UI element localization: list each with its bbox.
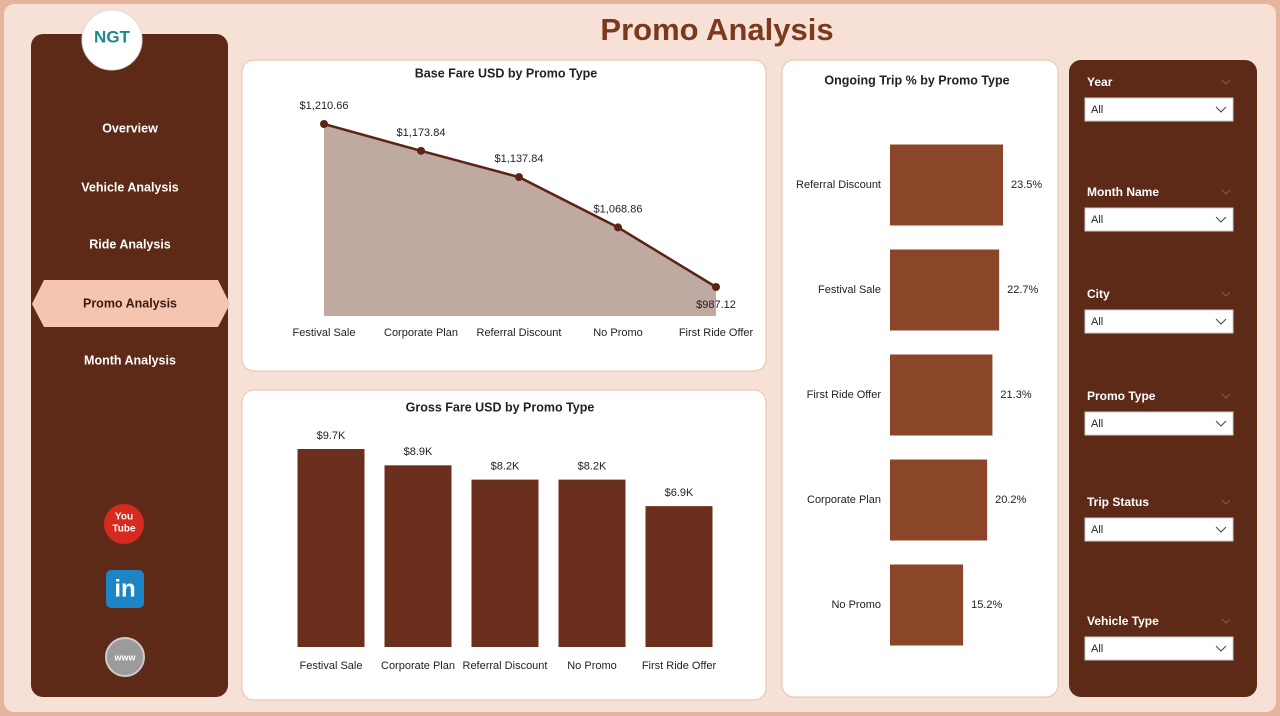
bar	[645, 506, 713, 647]
web-text: www	[113, 652, 136, 662]
youtube-text: Tube	[112, 524, 136, 535]
bar	[890, 564, 964, 646]
dropdown[interactable]	[1084, 636, 1234, 661]
dropdown-value: All	[1091, 214, 1103, 226]
x-tick-label: Referral Discount	[462, 660, 548, 672]
filter-label: Promo Type	[1087, 389, 1156, 403]
data-label: $6.9K	[665, 487, 694, 499]
dropdown-chevron	[1215, 645, 1227, 652]
filter-label: Vehicle Type	[1087, 614, 1159, 628]
x-tick-label: First Ride Offer	[641, 660, 717, 672]
filter-chevron-small	[1221, 291, 1231, 297]
point	[614, 223, 622, 232]
linkedin-text: in	[114, 575, 135, 602]
dropdown[interactable]	[1084, 309, 1234, 334]
nav-item[interactable]: Ride Analysis	[89, 237, 171, 251]
dropdown-chevron	[1215, 420, 1227, 427]
dropdown[interactable]	[1084, 517, 1234, 542]
bar	[558, 479, 626, 647]
sidebar	[31, 34, 228, 697]
youtube-icon[interactable]	[104, 504, 144, 544]
youtube-text: You	[115, 512, 133, 523]
filter-label: City	[1087, 287, 1110, 301]
linkedin-icon[interactable]	[106, 570, 144, 608]
x-tick-label: No Promo	[567, 660, 617, 672]
data-label: $1,173.84	[397, 127, 446, 139]
bar	[890, 354, 993, 436]
logo	[81, 9, 143, 71]
x-tick-label: Festival Sale	[292, 327, 356, 339]
y-tick-label: Corporate Plan	[807, 494, 881, 506]
bar	[890, 249, 1000, 331]
filter-chevron-small	[1221, 79, 1231, 85]
nav-active[interactable]	[32, 280, 230, 327]
data-label: $8.2K	[578, 461, 607, 473]
data-label: $1,137.84	[495, 153, 544, 165]
nav-item[interactable]: Month Analysis	[84, 353, 176, 367]
x-tick-label: Festival Sale	[299, 660, 363, 672]
y-tick-label: Referral Discount	[796, 179, 881, 191]
dropdown-chevron	[1215, 526, 1227, 533]
nav-item[interactable]: Promo Analysis	[83, 296, 177, 310]
filter-chevron-small	[1221, 618, 1231, 624]
dropdown-value: All	[1091, 643, 1103, 655]
dropdown-value: All	[1091, 316, 1103, 328]
data-label: $987.12	[696, 299, 736, 311]
dropdown-value: All	[1091, 418, 1103, 430]
y-tick-label: Festival Sale	[818, 284, 881, 296]
dropdown-chevron	[1215, 318, 1227, 325]
x-tick-label: Corporate Plan	[381, 660, 455, 672]
data-label: $9.7K	[317, 430, 346, 442]
x-tick-label: No Promo	[593, 327, 643, 339]
dropdown[interactable]	[1084, 97, 1234, 122]
data-label: 23.5%	[1011, 179, 1042, 191]
dropdown[interactable]	[1084, 207, 1234, 232]
dropdown-value: All	[1091, 524, 1103, 536]
logo-text: NGT	[94, 27, 131, 46]
data-label: 20.2%	[995, 494, 1026, 506]
data-label: $1,210.66	[300, 100, 349, 112]
filter-label: Year	[1087, 75, 1113, 89]
data-label: $8.9K	[404, 446, 433, 458]
filter-chevron-small	[1221, 393, 1231, 399]
web-icon[interactable]	[105, 637, 145, 677]
dropdown-value: All	[1091, 104, 1103, 116]
filter-panel	[1069, 60, 1257, 697]
nav-item[interactable]: Vehicle Analysis	[81, 180, 179, 194]
dropdown-chevron	[1215, 106, 1227, 113]
chart-title: Gross Fare USD by Promo Type	[406, 400, 595, 414]
nav-item[interactable]: Overview	[102, 121, 158, 135]
x-tick-label: Corporate Plan	[384, 327, 458, 339]
bar	[890, 459, 988, 541]
data-label: $1,068.86	[594, 203, 643, 215]
point	[515, 173, 523, 182]
filter-label: Trip Status	[1087, 495, 1149, 509]
data-label: $8.2K	[491, 461, 520, 473]
chart-title: Ongoing Trip % by Promo Type	[824, 73, 1009, 87]
chart-title: Base Fare USD by Promo Type	[415, 66, 598, 80]
filter-chevron-small	[1221, 499, 1231, 505]
filter-chevron-small	[1221, 189, 1231, 195]
data-label: 22.7%	[1007, 284, 1038, 296]
bar	[297, 449, 365, 647]
page-title: Promo Analysis	[600, 12, 833, 47]
y-tick-label: No Promo	[831, 599, 881, 611]
point	[712, 283, 720, 291]
dropdown-chevron	[1215, 216, 1227, 223]
dropdown[interactable]	[1084, 411, 1234, 436]
x-tick-label: Referral Discount	[476, 327, 562, 339]
y-tick-label: First Ride Offer	[807, 389, 882, 401]
bar	[471, 479, 539, 647]
data-label: 21.3%	[1000, 389, 1031, 401]
filter-label: Month Name	[1087, 185, 1159, 199]
bar	[890, 144, 1003, 226]
bar	[384, 465, 452, 647]
point	[320, 120, 328, 128]
x-tick-label: First Ride Offer	[678, 327, 754, 339]
area	[324, 124, 716, 316]
data-label: 15.2%	[971, 599, 1002, 611]
point	[417, 146, 425, 155]
